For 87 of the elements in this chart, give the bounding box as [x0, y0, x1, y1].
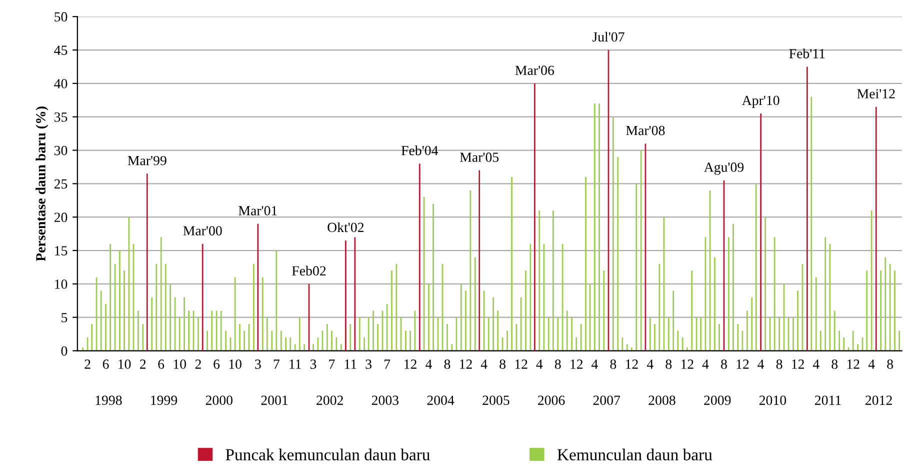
x-tick-label: 3 [366, 360, 372, 369]
text: 2000 [206, 396, 232, 405]
x-tick-label: 4 [591, 360, 598, 369]
x-tick-label: 8 [500, 359, 506, 369]
y-tick-label: 35 [54, 112, 68, 122]
annotation: Mar'99 [128, 156, 166, 166]
annotation: Jul'07 [592, 32, 624, 42]
annotation: Feb'11 [789, 48, 825, 58]
x-tick-label: 4 [480, 360, 488, 369]
x-tick-label: 7 [384, 360, 390, 369]
x-tick-label: 4 [646, 360, 654, 369]
annotation: Mar'01 [238, 206, 277, 216]
text: 2006 [538, 396, 565, 405]
y-axis-title: Persentase daun baru (%) [36, 106, 48, 262]
x-tick-label: 12 [847, 360, 860, 369]
x-tick-label: 8 [666, 359, 672, 369]
text: 2001 [261, 396, 288, 405]
y-tick-label: 30 [54, 146, 68, 156]
text: 2012 [866, 396, 892, 405]
annotation: Apr'10 [742, 96, 780, 108]
x-tick-label: 2 [195, 360, 201, 369]
x-tick-label: 7 [329, 360, 335, 369]
annotation: Mar'08 [626, 126, 665, 136]
y-tick-label: 10 [55, 280, 68, 289]
x-tick-label: 8 [554, 359, 561, 369]
annotation: Agu'09 [704, 162, 744, 175]
y-tick-label: 45 [54, 46, 68, 55]
annotation: Mar'00 [183, 226, 222, 236]
x-tick-label: 12 [736, 360, 749, 369]
x-tick-label: 11 [344, 360, 356, 369]
x-tick-label: 2 [84, 360, 90, 369]
x-tick-label: 8 [776, 359, 782, 369]
x-tick-label: 10 [174, 359, 186, 369]
x-tick-label: 7 [274, 360, 280, 369]
x-tick-label: 2 [140, 360, 146, 369]
x-tick-label: 12 [681, 360, 694, 369]
text: 2007 [593, 396, 620, 405]
text: 2010 [759, 396, 786, 405]
y-tick-label: 15 [55, 246, 68, 256]
x-tick-label: 4 [812, 360, 820, 369]
x-tick-label: 4 [536, 360, 543, 369]
annotation: Mar'05 [460, 152, 499, 162]
y-tick-label: 20 [54, 212, 68, 222]
text: 2003 [372, 396, 399, 405]
x-tick-label: 4 [868, 360, 875, 369]
y-tick-label: 50 [54, 12, 68, 22]
text: 2011 [814, 396, 841, 405]
x-tick-label: 3 [310, 360, 316, 369]
text: 1999 [151, 396, 178, 405]
annotation: Mar'06 [515, 66, 554, 76]
x-tick-label: 4 [702, 360, 709, 369]
text: 2002 [316, 396, 343, 405]
text: 2009 [704, 396, 731, 405]
x-tick-label: 12 [792, 360, 804, 369]
annotation: Okt'02 [328, 222, 364, 232]
x-tick-label: 10 [229, 359, 242, 369]
x-tick-label: 8 [721, 359, 727, 369]
x-tick-label: 6 [102, 360, 109, 369]
x-tick-label: 6 [214, 360, 220, 369]
x-tick-label: 12 [626, 360, 638, 369]
x-tick-label: 12 [460, 360, 472, 369]
x-tick-label: 12 [404, 360, 416, 369]
x-tick-label: 3 [255, 360, 261, 369]
x-tick-label: 12 [570, 360, 583, 369]
x-tick-label: 4 [758, 360, 764, 369]
x-tick-label: 10 [118, 359, 131, 369]
y-tick-label: 40 [54, 79, 68, 88]
legend-label: Kemunculan daun baru [557, 448, 712, 460]
x-tick-label: 8 [887, 359, 894, 369]
x-tick-label: 6 [158, 360, 164, 369]
annotation: Mei'12 [857, 89, 895, 98]
annotation: Feb'04 [401, 145, 438, 156]
y-tick-label: 5 [62, 313, 68, 322]
x-tick-label: 4 [426, 360, 432, 369]
x-tick-label: 11 [290, 360, 301, 369]
y-tick-label: 25 [54, 179, 68, 189]
x-tick-label: 8 [832, 359, 838, 369]
legend-label: Puncak kemunculan daun baru [226, 448, 430, 460]
y-tick-label: 0 [61, 346, 68, 356]
x-tick-label: 8 [444, 359, 450, 369]
text: 2008 [648, 396, 676, 405]
text: 1998 [96, 396, 122, 405]
annotation: Feb02 [292, 266, 326, 276]
x-tick-label: 8 [610, 359, 616, 369]
text: 2004 [427, 396, 454, 405]
x-tick-label: 12 [515, 360, 528, 369]
text: 2005 [482, 396, 510, 405]
